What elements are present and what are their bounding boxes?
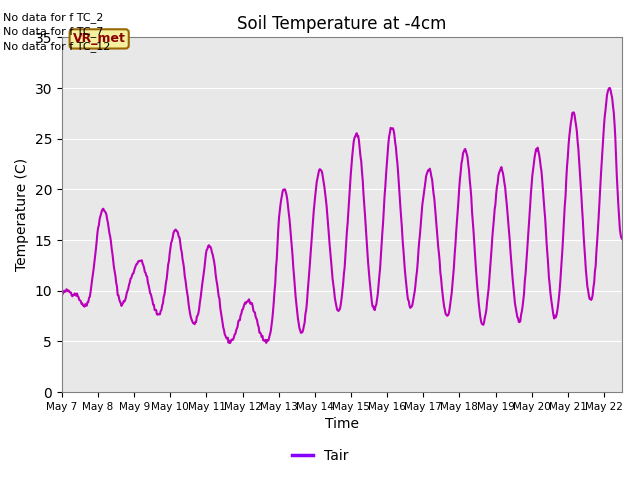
- Text: No data for f TC_12: No data for f TC_12: [3, 41, 111, 52]
- Legend: Tair: Tair: [286, 443, 354, 468]
- Text: No data for f TC_2: No data for f TC_2: [3, 12, 104, 23]
- Title: Soil Temperature at -4cm: Soil Temperature at -4cm: [237, 15, 447, 33]
- Y-axis label: Temperature (C): Temperature (C): [15, 158, 29, 271]
- Text: No data for f TC_7: No data for f TC_7: [3, 26, 104, 37]
- Text: VR_met: VR_met: [73, 33, 125, 46]
- X-axis label: Time: Time: [325, 418, 359, 432]
